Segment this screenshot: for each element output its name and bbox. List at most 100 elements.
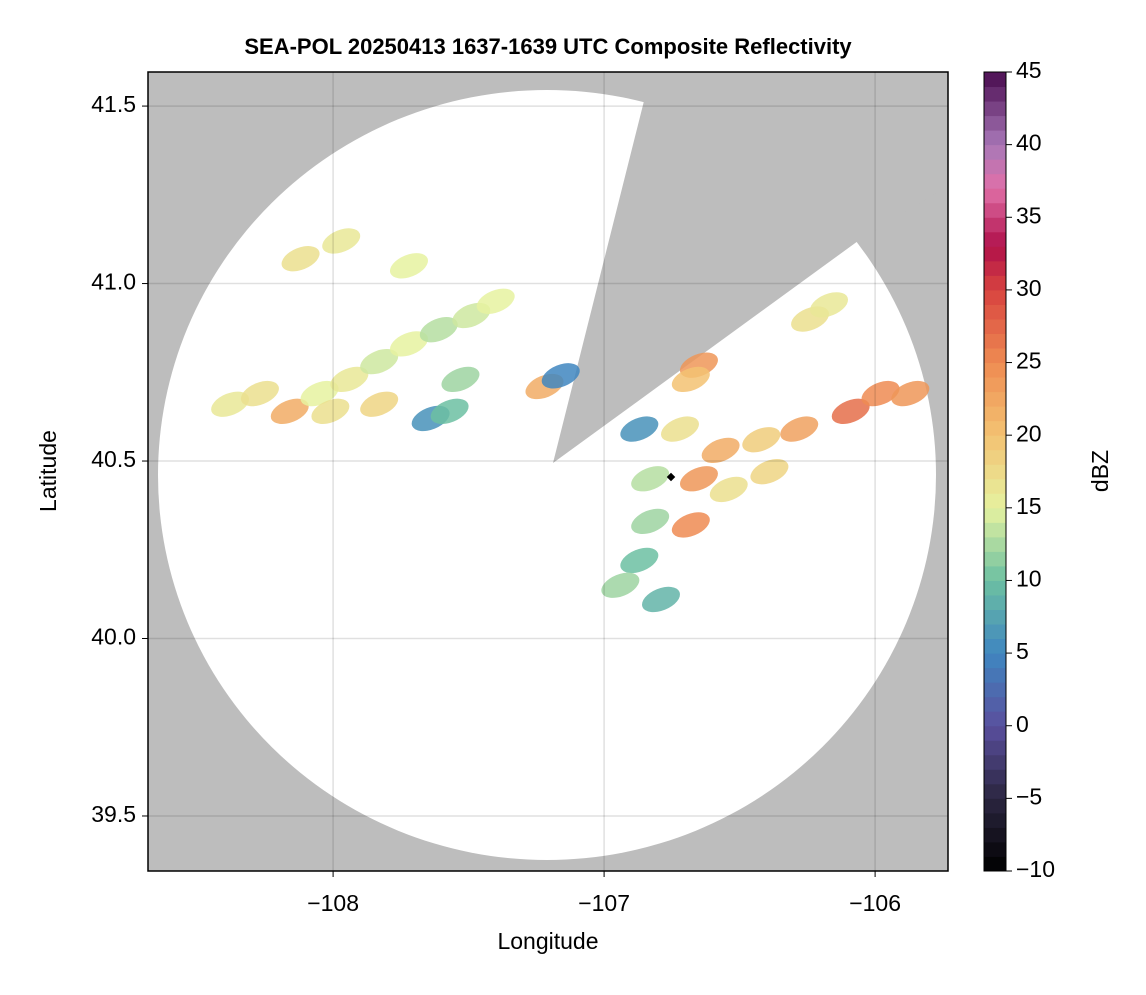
echo	[211, 391, 250, 417]
colorbar-tick-label: −10	[1016, 856, 1055, 882]
colorbar-band	[984, 202, 1006, 218]
colorbar-band	[984, 682, 1006, 698]
colorbar-band	[984, 159, 1006, 175]
echo	[642, 586, 681, 613]
echo	[891, 380, 930, 407]
y-axis-label: Latitude	[35, 430, 61, 512]
echo	[476, 288, 515, 314]
echo	[360, 391, 399, 417]
colorbar-band	[984, 740, 1006, 756]
echo	[240, 380, 279, 407]
colorbar-band	[984, 231, 1006, 247]
echo	[709, 476, 748, 503]
colorbar-band	[984, 275, 1006, 291]
colorbar-label: dBZ	[1087, 450, 1113, 492]
colorbar-band	[984, 318, 1006, 334]
echo	[701, 437, 740, 464]
colorbar-band	[984, 101, 1006, 117]
colorbar-band	[984, 217, 1006, 233]
x-tick-label: −108	[307, 890, 359, 916]
echo	[441, 366, 480, 393]
colorbar-band	[984, 711, 1006, 727]
colorbar-band	[984, 144, 1006, 160]
colorbar-band	[984, 551, 1006, 567]
echo	[831, 398, 870, 424]
colorbar-band	[984, 86, 1006, 102]
echo	[322, 228, 361, 254]
echo	[620, 547, 659, 574]
colorbar-tick-label: 30	[1016, 275, 1042, 301]
colorbar-band	[984, 435, 1006, 451]
echo	[861, 380, 900, 407]
echo	[601, 572, 640, 598]
colorbar-band	[984, 827, 1006, 843]
colorbar-band	[984, 333, 1006, 349]
y-tick-label: 40.5	[91, 446, 136, 472]
colorbar-band	[984, 260, 1006, 276]
echo	[631, 508, 670, 535]
colorbar-band	[984, 72, 1006, 88]
colorbar-band	[984, 580, 1006, 596]
colorbar-band	[984, 362, 1006, 378]
colorbar-band	[984, 420, 1006, 436]
echo	[810, 292, 849, 318]
colorbar-band	[984, 565, 1006, 581]
echo	[671, 512, 710, 538]
colorbar-band	[984, 856, 1006, 872]
colorbar-tick-label: 15	[1016, 493, 1042, 519]
echo	[360, 348, 399, 375]
colorbar-tick-label: −5	[1016, 783, 1042, 809]
colorbar-band	[984, 391, 1006, 407]
colorbar-tick-label: 40	[1016, 130, 1042, 156]
colorbar-tick-label: 0	[1016, 711, 1029, 737]
colorbar-band	[984, 406, 1006, 422]
radar-site	[666, 472, 676, 482]
y-tick-label: 41.5	[91, 91, 136, 117]
y-tick-label: 40.0	[91, 624, 136, 650]
echo	[631, 466, 670, 492]
colorbar-band	[984, 493, 1006, 509]
colorbar-band	[984, 464, 1006, 480]
echo	[780, 416, 819, 442]
echo	[330, 366, 369, 393]
colorbar-band	[984, 594, 1006, 611]
colorbar-frame	[983, 71, 1007, 872]
colorbar-band	[984, 348, 1006, 364]
echo	[620, 416, 659, 442]
colorbar-band	[984, 754, 1006, 770]
echo	[270, 398, 309, 424]
colorbar-tick-label: 35	[1016, 202, 1042, 228]
echo	[311, 398, 350, 424]
colorbar-band	[984, 609, 1006, 625]
echo	[750, 459, 789, 485]
colorbar-band	[984, 536, 1006, 552]
colorbar-band	[984, 798, 1006, 814]
blocked-sector	[553, 72, 948, 463]
x-tick-label: −107	[578, 890, 630, 916]
x-axis-label: Longitude	[497, 928, 598, 954]
colorbar-tick-label: 5	[1016, 638, 1029, 664]
colorbar-band	[984, 507, 1006, 523]
colorbar-band	[984, 624, 1006, 640]
echo	[671, 366, 710, 393]
colorbar-band	[984, 130, 1006, 146]
echo	[679, 466, 718, 492]
colorbar-band	[984, 449, 1006, 465]
echo	[389, 331, 428, 357]
colorbar-band	[984, 841, 1006, 857]
colorbar-tick-label: 45	[1016, 57, 1042, 83]
echo	[660, 416, 699, 442]
echo	[389, 253, 428, 279]
y-tick-label: 41.0	[91, 269, 136, 295]
colorbar-band	[984, 522, 1006, 538]
colorbar-band	[984, 769, 1006, 785]
colorbar-band	[984, 304, 1006, 320]
colorbar-band	[984, 478, 1006, 494]
y-tick-label: 39.5	[91, 801, 136, 827]
colorbar-band	[984, 638, 1006, 654]
echo	[281, 246, 320, 272]
colorbar-band	[984, 725, 1006, 741]
colorbar-tick-label: 20	[1016, 420, 1042, 446]
colorbar-band	[984, 173, 1006, 189]
